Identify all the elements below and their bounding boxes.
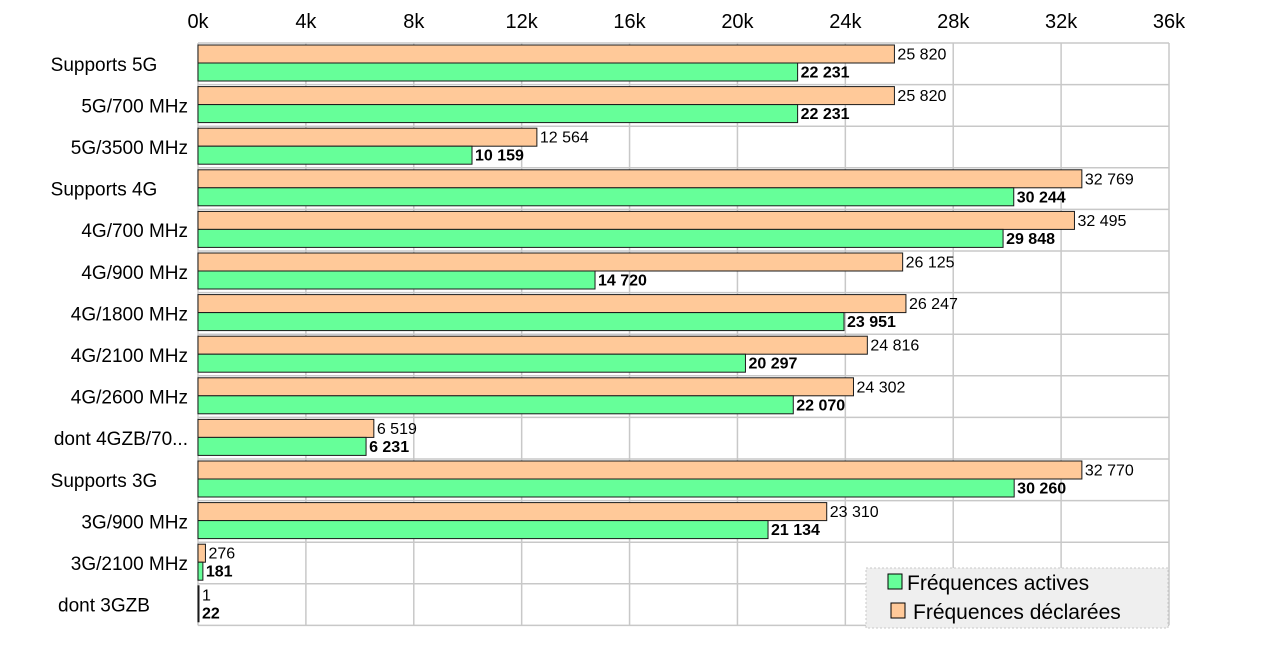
bar-declared [197,335,868,355]
y-axis-categories: Supports 5G 5G/700 MHz 5G/3500 MHz Supports… [51,55,188,617]
category-label: 4G/700 MHz [81,221,188,242]
bar-declared [197,210,1075,230]
category-label: 5G/3500 MHz [71,138,188,159]
data-label-active: 22 231 [801,65,850,82]
data-label-declared: 24 816 [870,338,919,355]
bar-active [197,603,200,623]
bar-declared [197,418,375,438]
bar-active [197,270,596,290]
data-label-active: 30 260 [1017,481,1066,498]
data-label-declared: 23 310 [830,504,879,521]
data-label-active: 29 848 [1006,231,1055,248]
category-label: Supports 4G [51,180,158,201]
data-label-declared: 12 564 [540,130,589,147]
data-label-active: 10 159 [475,148,524,165]
data-label-active: 22 231 [801,106,850,123]
x-tick-label: 0k [187,11,209,33]
bar-declared [197,585,200,605]
bar-declared [197,460,1083,480]
legend: Fréquences actives Fréquences déclarées [865,567,1169,629]
x-tick-label: 32k [1045,11,1078,33]
bar-active [197,395,794,415]
data-label-active: 20 297 [748,356,797,373]
legend-label-declared: Fréquences déclarées [913,601,1121,624]
data-label-declared: 276 [208,546,235,563]
bar-declared [197,44,895,64]
category-label: dont 4GZB/70... [54,429,188,450]
x-tick-label: 20k [721,11,754,33]
data-label-declared: 25 820 [897,47,946,64]
data-label-declared: 32 770 [1085,463,1134,480]
category-label: 3G/2100 MHz [71,554,188,575]
data-label-declared: 26 247 [909,296,958,313]
category-label: 5G/700 MHz [81,96,188,117]
data-label-active: 22 070 [796,397,845,414]
legend-label-active: Fréquences actives [907,572,1089,595]
bars [197,44,1083,623]
bar-declared [197,502,828,522]
bar-declared [197,294,907,314]
x-tick-label: 4k [295,11,317,33]
bar-active [197,312,845,332]
bar-active [197,561,204,581]
category-label: 3G/900 MHz [81,512,188,533]
x-tick-label: 8k [403,11,425,33]
category-label: Supports 3G [51,471,158,492]
bar-active [197,478,1015,498]
category-label: Supports 5G [51,55,158,76]
data-label-declared: 6 519 [377,421,417,438]
bar-declared [197,86,895,106]
x-tick-label: 16k [613,11,646,33]
data-label-active: 22 [202,605,220,622]
bar-active [197,62,799,82]
bar-active [197,187,1015,207]
grid-lines [197,42,1170,627]
bar-declared [197,252,904,272]
x-axis-ticks: 0k 4k 8k 12k 16k 20k 24k 28k 32k 36k [187,11,1186,33]
data-label-declared: 32 769 [1085,171,1134,188]
data-label-declared: 25 820 [897,88,946,105]
category-label: 4G/2600 MHz [71,388,188,409]
legend-swatch-active [887,573,903,590]
data-label-active: 6 231 [369,439,409,456]
bar-active [197,145,473,165]
x-tick-label: 24k [829,11,862,33]
category-label: 4G/900 MHz [81,263,188,284]
data-label-declared: 26 125 [906,255,955,272]
bar-declared [197,127,538,147]
bar-declared [197,543,206,563]
data-labels: 25 820 22 231 25 820 22 231 12 564 10 159 32 7… [202,47,1134,623]
legend-box [865,567,1169,629]
bar-active [197,104,799,124]
data-label-active: 23 951 [847,314,896,331]
bar-active [197,436,367,456]
bar-declared [197,169,1083,189]
data-label-active: 30 244 [1017,189,1066,206]
legend-swatch-declared [890,602,906,619]
data-label-active: 181 [206,564,233,581]
data-label-declared: 24 302 [856,379,905,396]
category-label: dont 3GZB [58,596,150,617]
category-label: 4G/1800 MHz [71,304,188,325]
data-label-declared: 1 [202,587,211,604]
data-label-active: 14 720 [598,273,647,290]
bar-active [197,520,769,540]
data-label-active: 21 134 [771,522,820,539]
bar-active [197,228,1004,248]
x-tick-label: 12k [506,11,539,33]
data-label-declared: 32 495 [1077,213,1126,230]
x-tick-label: 36k [1153,11,1186,33]
bar-active [197,353,746,373]
bar-declared [197,377,854,397]
category-label: 4G/2100 MHz [71,346,188,367]
x-tick-label: 28k [937,11,970,33]
